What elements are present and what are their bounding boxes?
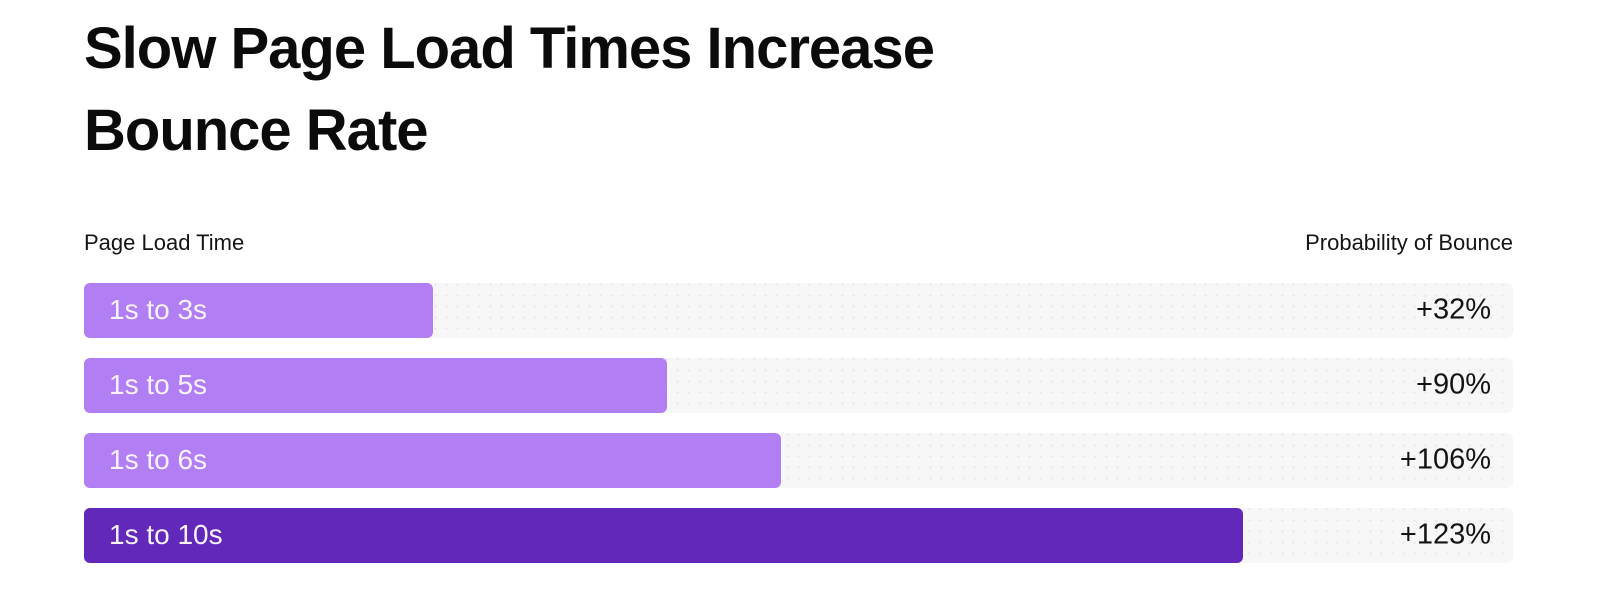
bar-row: 1s to 3s +32% bbox=[84, 282, 1513, 338]
bar-track: 1s to 3s +32% bbox=[84, 282, 1513, 338]
bar: 1s to 3s bbox=[84, 282, 433, 338]
axis-label-probability-of-bounce: Probability of Bounce bbox=[1305, 229, 1513, 255]
bar-row: 1s to 6s +106% bbox=[84, 432, 1513, 488]
bar-row: 1s to 5s +90% bbox=[84, 357, 1513, 413]
page-title-line-1: Slow Page Load Times Increase bbox=[84, 16, 935, 81]
axis-label-page-load-time: Page Load Time bbox=[84, 229, 245, 255]
bar-track: 1s to 5s +90% bbox=[84, 357, 1513, 413]
bar-value: +106% bbox=[1399, 443, 1491, 476]
bar-track: 1s to 10s +123% bbox=[84, 507, 1513, 563]
bounce-rate-chart: Page Load Time Probability of Bounce 1s … bbox=[84, 229, 1513, 563]
bar-rows: 1s to 3s +32% 1s to 5s +90% 1s to 6s bbox=[84, 282, 1513, 563]
bar-label: 1s to 5s bbox=[109, 369, 208, 401]
bar-label: 1s to 6s bbox=[109, 444, 208, 476]
bar: 1s to 5s bbox=[84, 357, 668, 413]
bar-label: 1s to 3s bbox=[109, 294, 208, 326]
bar-value: +32% bbox=[1416, 293, 1491, 326]
chart-header: Page Load Time Probability of Bounce bbox=[84, 229, 1513, 257]
bar: 1s to 10s bbox=[84, 507, 1243, 563]
bar: 1s to 6s bbox=[84, 432, 782, 488]
bar-label: 1s to 10s bbox=[109, 519, 223, 551]
bar-value: +123% bbox=[1399, 518, 1491, 551]
bar-track: 1s to 6s +106% bbox=[84, 432, 1513, 488]
page-title: Slow Page Load Times Increase Bounce Rat… bbox=[84, 8, 1513, 173]
bar-value: +90% bbox=[1416, 368, 1491, 401]
bar-row: 1s to 10s +123% bbox=[84, 507, 1513, 563]
page-title-line-2: Bounce Rate bbox=[84, 98, 429, 164]
